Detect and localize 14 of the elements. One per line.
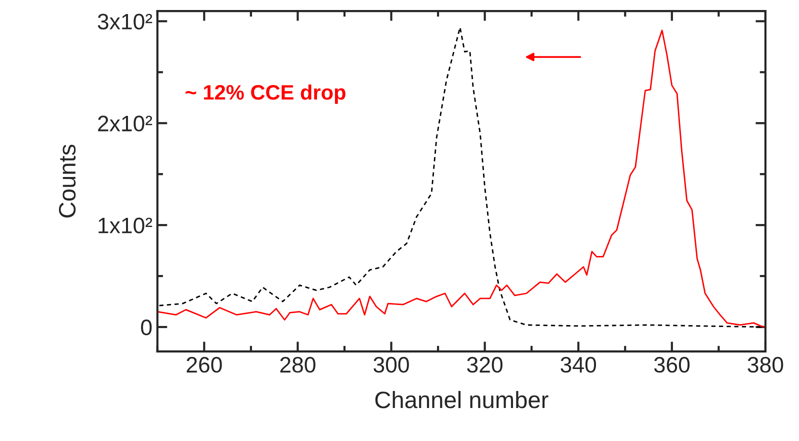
y-tick-label: 3x10²	[98, 14, 152, 30]
x-tick-label: 300	[374, 356, 409, 373]
x-tick-label: 280	[280, 356, 316, 373]
y-axis-title: Counts	[58, 144, 76, 218]
x-tick-label: 260	[186, 356, 222, 373]
x-tick-label: 360	[654, 356, 690, 373]
y-tick-label: 0	[141, 320, 152, 336]
x-tick-label: 380	[748, 356, 784, 373]
x-tick-label: 320	[467, 356, 502, 373]
y-tick-label: 2x10²	[98, 116, 152, 132]
x-tick-label: 340	[560, 356, 596, 373]
y-tick-label: 1x10²	[98, 218, 152, 234]
annotation: ~ 12% CCE drop	[186, 84, 346, 104]
x-axis-title: Channel number	[375, 390, 548, 408]
